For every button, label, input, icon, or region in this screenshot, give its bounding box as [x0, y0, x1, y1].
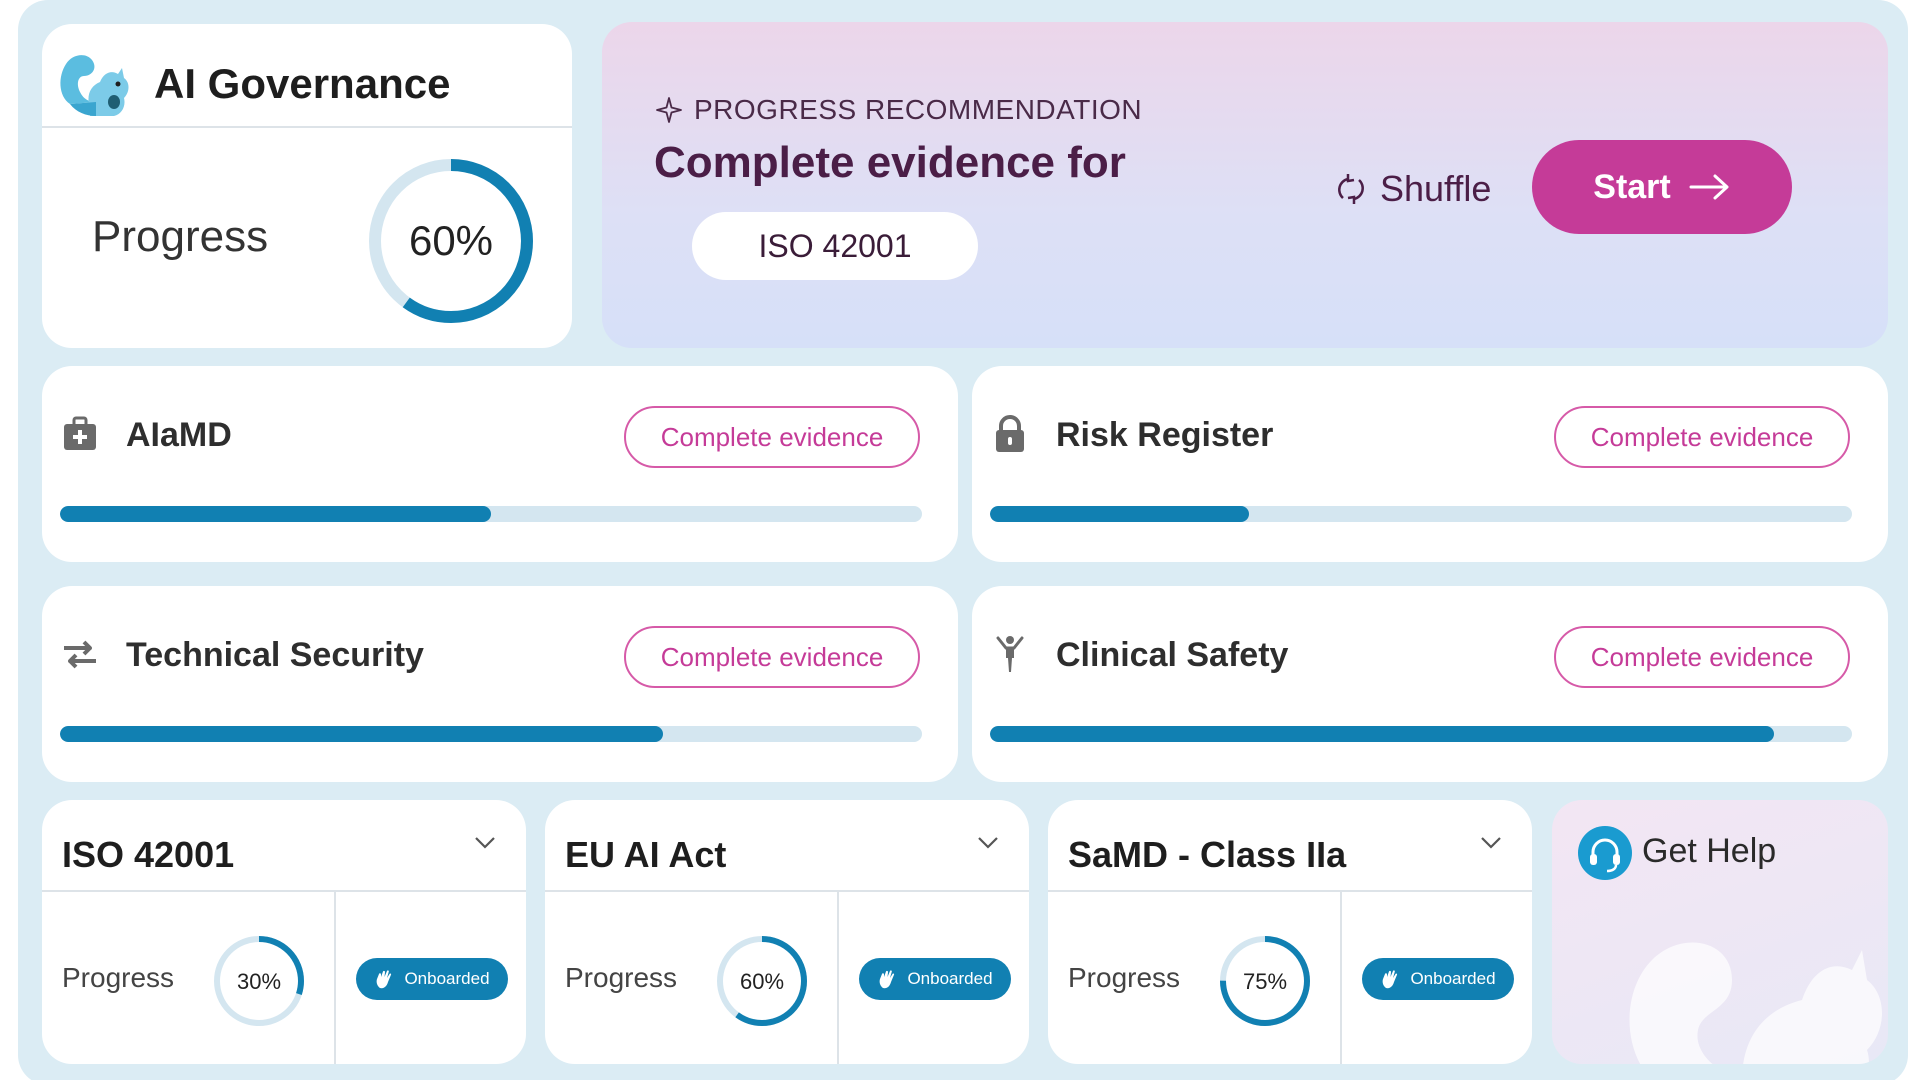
standard-title: SaMD - Class IIa [1068, 834, 1347, 875]
category-card-clinical-safety: Clinical Safety Complete evidence [972, 586, 1888, 782]
standard-progress-ring: 60% [717, 936, 807, 1026]
category-progress-bar [60, 506, 922, 522]
category-progress-bar [60, 726, 922, 742]
category-title: Risk Register [1056, 416, 1274, 454]
governance-header: AI Governance [42, 24, 572, 128]
complete-evidence-button[interactable]: Complete evidence [1554, 406, 1850, 468]
refresh-icon [1338, 174, 1364, 204]
recommendation-kicker-text: PROGRESS RECOMMENDATION [694, 94, 1143, 125]
standard-progress-text: 75% [1243, 969, 1287, 994]
category-title: AIaMD [126, 416, 232, 454]
category-card-risk-register: Risk Register Complete evidence [972, 366, 1888, 562]
get-help-card[interactable]: Get Help [1552, 800, 1888, 1064]
headset-icon [1578, 826, 1632, 880]
standard-title: ISO 42001 [62, 834, 235, 875]
arrow-right-icon [1689, 174, 1729, 200]
category-progress-bar [990, 726, 1852, 742]
standard-progress-label: Progress [62, 962, 175, 993]
medical-kit-icon [64, 416, 96, 450]
person-icon [996, 636, 1024, 672]
category-progress-fill [990, 726, 1775, 742]
chevron-down-icon[interactable] [977, 836, 999, 850]
governance-progress-text: 60% [409, 217, 493, 264]
divider [1340, 890, 1342, 1064]
standard-progress-label: Progress [1068, 962, 1181, 993]
onboarded-badge: Onboarded [859, 958, 1011, 1000]
standard-card-eu-ai-act[interactable]: EU AI Act Progress 60% Onboarded [545, 800, 1029, 1064]
start-label: Start [1593, 167, 1671, 206]
lock-icon [996, 415, 1024, 452]
recommendation-kicker: PROGRESS RECOMMENDATION [654, 94, 1142, 126]
onboarded-badge: Onboarded [1362, 958, 1514, 1000]
standard-card-samd-class-iia[interactable]: SaMD - Class IIa Progress 75% Onboarded [1048, 800, 1532, 1064]
category-progress-fill [990, 506, 1249, 522]
divider [334, 890, 336, 1064]
standard-progress-label: Progress [565, 962, 678, 993]
recommendation-title: Complete evidence for [654, 138, 1126, 187]
category-progress-bar [990, 506, 1852, 522]
category-title: Technical Security [126, 636, 424, 674]
recommendation-target-pill[interactable]: ISO 42001 [692, 212, 978, 280]
category-progress-fill [60, 726, 664, 742]
onboarded-label: Onboarded [907, 969, 993, 988]
onboarded-badge: Onboarded [356, 958, 508, 1000]
governance-progress-ring: 60% [369, 159, 533, 323]
category-card-technical-security: Technical Security Complete evidence [42, 586, 958, 782]
start-button[interactable]: Start [1532, 140, 1792, 234]
complete-evidence-button[interactable]: Complete evidence [624, 626, 920, 688]
sparkle-icon [656, 97, 682, 123]
onboarded-label: Onboarded [1410, 969, 1496, 988]
governance-progress-label: Progress [92, 212, 269, 261]
squirrel-logo-icon [60, 55, 129, 116]
chevron-down-icon[interactable] [474, 836, 496, 850]
onboarded-label: Onboarded [404, 969, 490, 988]
standard-progress-text: 60% [740, 969, 784, 994]
complete-evidence-button[interactable]: Complete evidence [624, 406, 920, 468]
wave-hand-icon [377, 970, 392, 989]
shuffle-label: Shuffle [1380, 168, 1492, 209]
governance-title: AI Governance [154, 60, 451, 107]
divider [1048, 890, 1532, 892]
divider [42, 890, 526, 892]
governance-card: AI Governance Progress 60% [42, 24, 572, 348]
swap-arrows-icon [64, 640, 96, 669]
wave-hand-icon [880, 970, 895, 989]
squirrel-watermark-icon [1629, 942, 1882, 1064]
standard-card-iso-42001[interactable]: ISO 42001 Progress 30% Onboarded [42, 800, 526, 1064]
category-title: Clinical Safety [1056, 636, 1289, 674]
divider [837, 890, 839, 1064]
wave-hand-icon [1383, 970, 1398, 989]
chevron-down-icon[interactable] [1480, 836, 1502, 850]
divider [545, 890, 1029, 892]
recommendation-card: PROGRESS RECOMMENDATION Complete evidenc… [602, 22, 1888, 348]
complete-evidence-button[interactable]: Complete evidence [1554, 626, 1850, 688]
standard-progress-ring: 30% [214, 936, 304, 1026]
standard-progress-ring: 75% [1220, 936, 1310, 1026]
standard-title: EU AI Act [565, 834, 727, 875]
standard-progress-text: 30% [237, 969, 281, 994]
shuffle-button[interactable]: Shuffle [1334, 168, 1491, 210]
category-card-aiamd: AIaMD Complete evidence [42, 366, 958, 562]
get-help-label: Get Help [1642, 832, 1777, 870]
category-progress-fill [60, 506, 491, 522]
